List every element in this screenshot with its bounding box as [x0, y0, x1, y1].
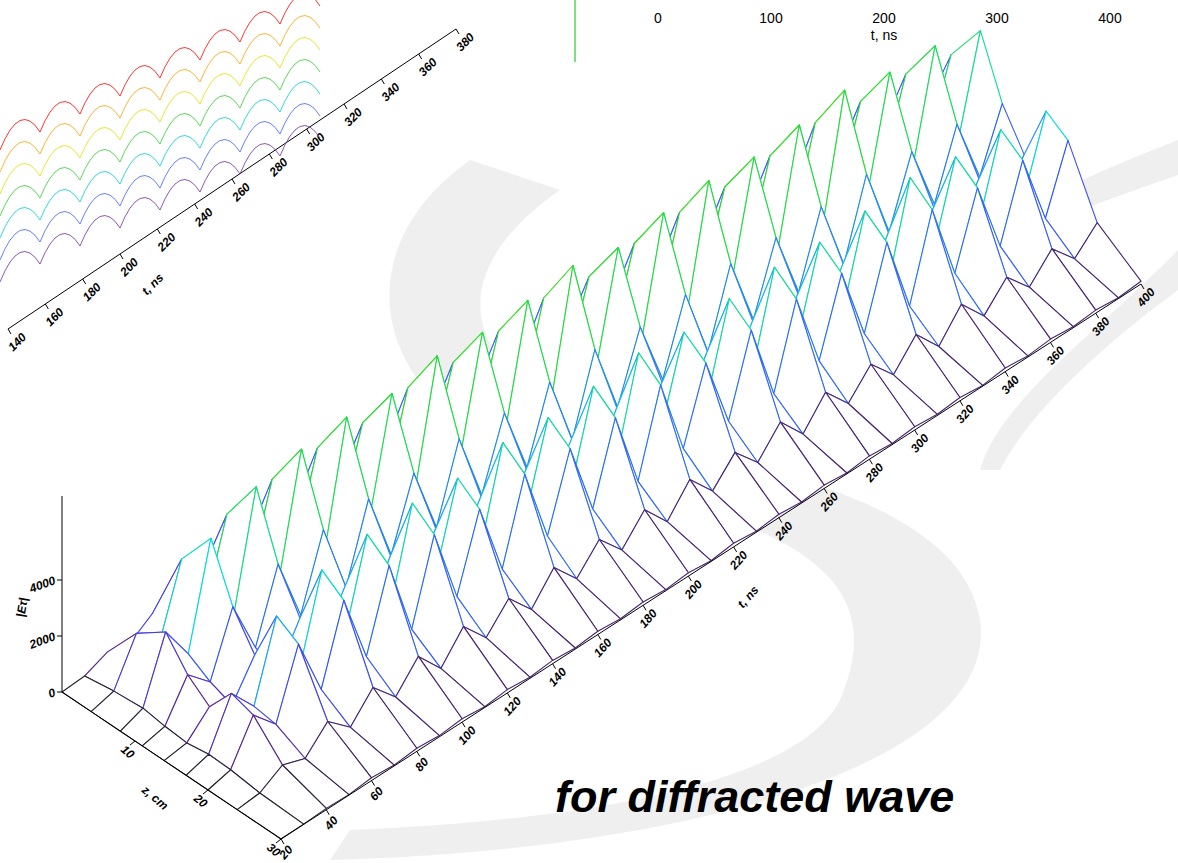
fragment-wire-line — [0, 38, 320, 194]
fragment-wire-line — [0, 60, 320, 216]
t-tick-label: 240 — [771, 519, 796, 544]
t-tick-label: 400 — [1133, 285, 1158, 310]
t-tick-label: 100 — [455, 723, 479, 747]
fragment-tick — [269, 154, 272, 159]
fragment-tick-label: 200 — [116, 255, 141, 280]
fragment-wire-line — [0, 126, 320, 282]
annotation: for diffracted wave — [555, 771, 954, 822]
t-tick-label: 60 — [367, 784, 387, 804]
fragment-axis-title: t, ns — [139, 270, 167, 298]
background-swoosh — [330, 160, 981, 860]
fragment-tick — [157, 229, 160, 234]
fragment-tick-label: 360 — [416, 55, 440, 79]
fragment-axis-title: t, ns — [871, 27, 897, 43]
fragment-tick-label: 400 — [1098, 10, 1122, 26]
fragment-marker-line — [575, 0, 576, 62]
fragment-tick-label: 260 — [228, 180, 253, 205]
z-tick-label: 20 — [190, 791, 210, 811]
fragment-wire-line — [0, 0, 320, 150]
fragment-tick-label: 380 — [453, 30, 477, 54]
value-tick-label: 4000 — [27, 573, 58, 596]
value-axis-title: |Eτ| — [13, 596, 30, 618]
fragment-line-axis: 0 100 200 300 400 t, ns — [654, 10, 1122, 43]
fragment-tick-label: 180 — [80, 280, 104, 304]
t-tick-label: 160 — [591, 635, 615, 659]
surface — [62, 31, 1141, 839]
t-tick-label: 140 — [546, 665, 570, 689]
fragment-tick-label: 340 — [378, 80, 402, 104]
value-tick — [57, 692, 62, 693]
fragment-tick — [8, 329, 11, 334]
fragment-wire — [0, 0, 320, 282]
fragment-tick-label: 300 — [304, 130, 328, 154]
fragment-tick-label: 100 — [759, 10, 783, 26]
t-axis-title: t, ns — [735, 583, 762, 611]
fragment-tick-label: 240 — [191, 205, 216, 230]
fragment-tick — [120, 254, 123, 259]
fragment-tick — [45, 304, 48, 309]
fragment-tick — [195, 204, 198, 209]
t-tick-label: 380 — [1089, 314, 1113, 338]
fragment-tick-label: 200 — [872, 10, 896, 26]
fragment-wire-line — [0, 82, 320, 238]
t-tick-label: 220 — [726, 548, 751, 573]
t-tick-label: 20 — [276, 842, 296, 862]
t-tick-label: 40 — [321, 813, 341, 833]
fragment-tick-label: 300 — [985, 10, 1009, 26]
t-tick-label: 80 — [412, 755, 432, 775]
fragment-tick — [344, 104, 347, 109]
value-tick — [57, 636, 62, 637]
fragment-axis-line — [8, 29, 456, 329]
fragment-wire-line — [0, 16, 320, 172]
fragment-tick-label: 140 — [5, 330, 29, 354]
t-tick-label: 260 — [817, 489, 842, 514]
fragment-tick — [307, 129, 310, 134]
value-tick — [57, 580, 62, 581]
fragment-tick — [419, 54, 422, 59]
t-tick-label: 340 — [998, 373, 1022, 397]
fragment-tick-label: 220 — [154, 230, 179, 255]
fragment-tick-label: 320 — [341, 105, 365, 129]
z-tick-label: 10 — [118, 742, 137, 762]
fragment-tick-label: 0 — [654, 10, 662, 26]
t-tick-label: 280 — [862, 460, 887, 485]
fragment-tick — [232, 179, 235, 184]
fragment-wire-line — [0, 104, 320, 260]
fragment-tick-label: 280 — [266, 155, 291, 180]
t-axis-line — [281, 284, 1141, 839]
fragment-tick-label: 160 — [42, 305, 66, 329]
chart: 0200040001020302040608010012014016018020… — [0, 0, 1178, 863]
t-tick-label: 320 — [953, 402, 977, 426]
value-axis-line — [62, 496, 63, 692]
t-tick-label: 120 — [500, 694, 524, 718]
t-tick-label: 300 — [908, 431, 932, 455]
t-tick-label: 360 — [1044, 343, 1068, 367]
fragment-tick — [381, 79, 384, 84]
axes: 0200040001020302040608010012014016018020… — [13, 284, 1158, 863]
value-tick-label: 2000 — [27, 629, 58, 652]
value-tick-label: 0 — [46, 685, 57, 701]
t-tick-label: 180 — [636, 606, 660, 630]
t-tick-label: 200 — [681, 577, 706, 602]
z-axis-line — [62, 692, 281, 839]
fragment-tick — [456, 29, 459, 34]
z-axis-title: z, cm — [138, 782, 171, 813]
fragment-tick — [83, 279, 86, 284]
fragment-surface-axis: 140 160 180 200 220 240 260 280 300 320 340 360 380 t… — [5, 29, 477, 354]
